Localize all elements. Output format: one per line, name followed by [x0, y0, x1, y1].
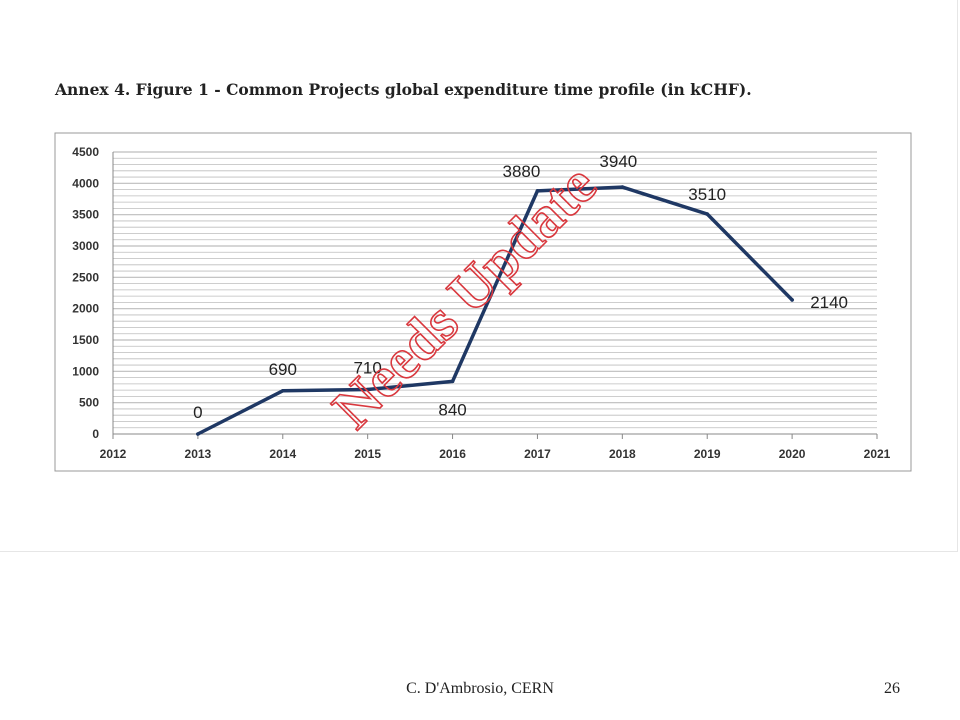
y-tick-label: 2000: [72, 302, 99, 316]
data-label: 840: [438, 400, 466, 419]
x-tick-label: 2018: [609, 447, 636, 461]
x-tick-label: 2012: [100, 447, 127, 461]
y-tick-label: 1000: [72, 364, 99, 378]
y-tick-label: 500: [79, 396, 99, 410]
x-tick-labels: 2012 2013 2014 2015 2016 2017 2018 2019 2020 2021: [100, 447, 891, 461]
data-label: 710: [353, 359, 381, 378]
y-tick-label: 3000: [72, 239, 99, 253]
data-point: [535, 189, 540, 193]
x-tick-label: 2016: [439, 447, 466, 461]
x-tick-label: 2019: [694, 447, 721, 461]
data-point: [620, 185, 625, 189]
y-tick-label: 4000: [72, 176, 99, 190]
y-tick-label: 4500: [72, 145, 99, 159]
series-line: [196, 185, 794, 436]
data-label: 3510: [688, 185, 726, 204]
y-tick-label: 3500: [72, 208, 99, 222]
x-tick-label: 2013: [185, 447, 212, 461]
x-tick-label: 2014: [269, 447, 296, 461]
figure-caption: Annex 4. Figure 1 - Common Projects glob…: [55, 80, 752, 99]
y-tick-label: 1500: [72, 333, 99, 347]
x-tick-label: 2015: [354, 447, 381, 461]
x-tick-label: 2021: [864, 447, 891, 461]
data-point: [705, 212, 710, 216]
data-labels: 0 690 710 840 3880 3940 3510 2140: [193, 152, 848, 422]
series-layer: [196, 185, 794, 436]
data-point: [450, 379, 455, 384]
y-tick-label: 0: [92, 427, 99, 441]
slide-frame: [0, 0, 958, 552]
y-tick-label: 2500: [72, 270, 99, 284]
data-point: [196, 432, 200, 436]
data-point: [280, 388, 285, 393]
chart: 0 500 1000 1500 2000 2500 3000 3500 4000 4500 201…: [54, 132, 912, 472]
x-tick-label: 2020: [779, 447, 806, 461]
x-tick-label: 2017: [524, 447, 551, 461]
data-label: 3880: [503, 162, 541, 181]
data-point: [365, 387, 370, 392]
data-point: [790, 298, 794, 302]
page-number: 26: [884, 680, 900, 697]
data-label: 690: [269, 360, 297, 379]
y-tick-labels: 0 500 1000 1500 2000 2500 3000 3500 4000 4500: [72, 145, 99, 441]
data-label: 0: [193, 403, 202, 422]
data-label: 2140: [810, 293, 848, 312]
data-label: 3940: [599, 152, 637, 171]
axes: [112, 152, 878, 439]
footer-author: C. D'Ambrosio, CERN: [406, 680, 554, 697]
grid-lines: [113, 151, 877, 429]
